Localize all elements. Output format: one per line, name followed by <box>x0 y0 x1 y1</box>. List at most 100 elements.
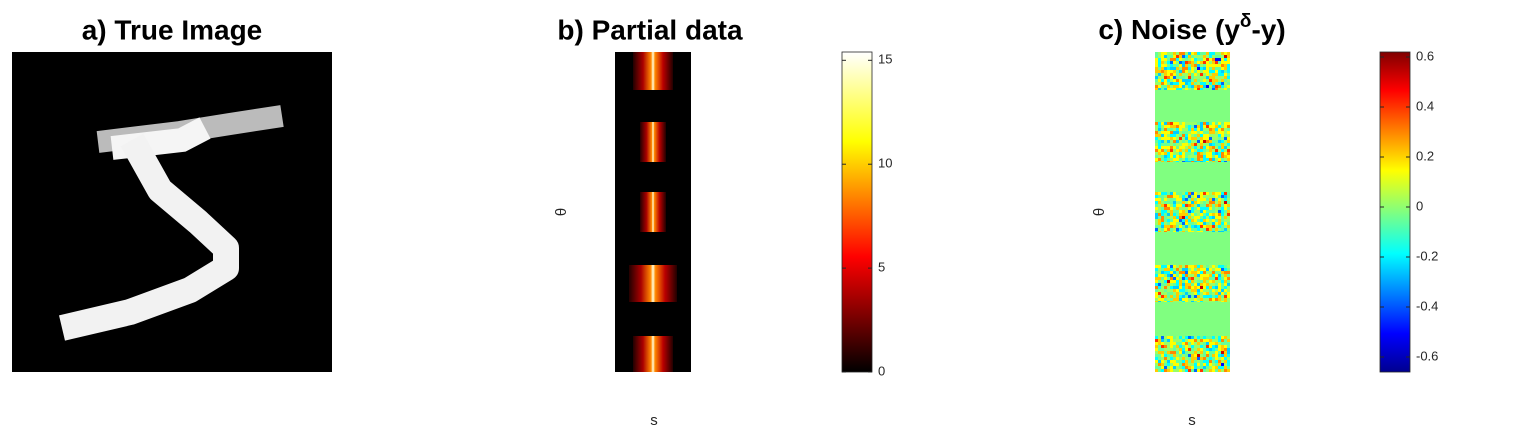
noise-pixel <box>1212 143 1215 146</box>
noise-pixel <box>1167 360 1170 363</box>
noise-pixel <box>1209 52 1212 55</box>
noise-pixel <box>1218 339 1221 342</box>
noise-pixel <box>1218 82 1221 85</box>
noise-pixel <box>1158 79 1161 82</box>
noise-pixel <box>1200 88 1203 90</box>
noise-pixel <box>1164 82 1167 85</box>
noise-pixel <box>1212 345 1215 348</box>
noise-pixel <box>1158 52 1161 55</box>
noise-pixel <box>1176 52 1179 55</box>
colorbar-tick-label: 0 <box>878 363 885 378</box>
noise-pixel <box>1206 73 1209 76</box>
noise-pixel <box>1173 146 1176 149</box>
noise-pixel <box>1221 225 1224 228</box>
noise-pixel <box>1221 152 1224 155</box>
noise-pixel <box>1203 369 1206 372</box>
noise-pixel <box>1227 289 1230 292</box>
noise-pixel <box>1191 207 1194 210</box>
noise-pixel <box>1188 140 1191 143</box>
noise-pixel <box>1179 155 1182 158</box>
noise-pixel <box>1155 360 1158 363</box>
noise-pixel <box>1218 280 1221 283</box>
noise-pixel <box>1221 158 1224 161</box>
noise-pixel <box>1191 280 1194 283</box>
noise-pixel <box>1197 283 1200 286</box>
noise-pixel <box>1200 137 1203 140</box>
noise-pixel <box>1185 207 1188 210</box>
noise-pixel <box>1206 280 1209 283</box>
noise-pixel <box>1212 213 1215 216</box>
noise-pixel <box>1164 225 1167 228</box>
noise-pixel <box>1203 198 1206 201</box>
noise-pixel <box>1194 336 1197 339</box>
noise-pixel <box>1212 369 1215 372</box>
noise-pixel <box>1203 201 1206 204</box>
noise-pixel <box>1194 339 1197 342</box>
noise-pixel <box>1188 357 1191 360</box>
noise-pixel <box>1212 295 1215 298</box>
noise-pixel <box>1194 158 1197 161</box>
noise-pixel <box>1209 351 1212 354</box>
noise-pixel <box>1167 363 1170 366</box>
noise-pixel <box>1221 342 1224 345</box>
noise-pixel <box>1197 58 1200 61</box>
noise-pixel <box>1173 216 1176 219</box>
noise-pixel <box>1155 213 1158 216</box>
noise-pixel <box>1206 201 1209 204</box>
noise-pixel <box>1158 283 1161 286</box>
noise-pixel <box>1185 369 1188 372</box>
noise-pixel <box>1155 219 1158 222</box>
noise-pixel <box>1167 64 1170 67</box>
noise-pixel <box>1218 336 1221 339</box>
noise-pixel <box>1158 339 1161 342</box>
noise-pixel <box>1164 134 1167 137</box>
noise-pixel <box>1194 73 1197 76</box>
noise-pixel <box>1185 354 1188 357</box>
noise-pixel <box>1164 64 1167 67</box>
noise-pixel <box>1194 55 1197 58</box>
noise-pixel <box>1155 137 1158 140</box>
noise-pixel <box>1227 61 1230 64</box>
noise-pixel <box>1179 58 1182 61</box>
noise-pixel <box>1161 88 1164 90</box>
noise-pixel <box>1176 137 1179 140</box>
noise-pixel <box>1170 360 1173 363</box>
noise-pixel <box>1191 76 1194 79</box>
noise-pixel <box>1158 137 1161 140</box>
noise-pixel <box>1176 70 1179 73</box>
noise-pixel <box>1170 61 1173 64</box>
noise-pixel <box>1218 131 1221 134</box>
noise-pixel <box>1206 79 1209 82</box>
noise-pixel <box>1188 295 1191 298</box>
noise-pixel <box>1191 354 1194 357</box>
noise-pixel <box>1185 231 1188 232</box>
noise-pixel <box>1197 222 1200 225</box>
noise-pixel <box>1227 219 1230 222</box>
noise-pixel <box>1209 198 1212 201</box>
noise-pixel <box>1218 152 1221 155</box>
noise-pixel <box>1224 198 1227 201</box>
noise-pixel <box>1194 207 1197 210</box>
noise-pixel <box>1203 161 1206 162</box>
noise-pixel <box>1212 283 1215 286</box>
noise-pixel <box>1224 363 1227 366</box>
noise-pixel <box>1158 195 1161 198</box>
noise-pixel <box>1176 369 1179 372</box>
noise-pixel <box>1173 64 1176 67</box>
noise-pixel <box>1191 67 1194 70</box>
noise-pixel <box>1215 292 1218 295</box>
noise-pixel <box>1185 152 1188 155</box>
noise-pixel <box>1224 143 1227 146</box>
noise-pixel <box>1218 128 1221 131</box>
noise-pixel <box>1161 292 1164 295</box>
noise-pixel <box>1221 231 1224 232</box>
noise-pixel <box>1182 366 1185 369</box>
noise-pixel <box>1224 131 1227 134</box>
noise-pixel <box>1164 79 1167 82</box>
noise-pixel <box>1221 137 1224 140</box>
noise-pixel <box>1215 231 1218 232</box>
noise-pixel <box>1167 134 1170 137</box>
noise-pixel <box>1191 79 1194 82</box>
title-part: c) Noise (y <box>1098 14 1240 45</box>
noise-pixel <box>1203 301 1206 302</box>
